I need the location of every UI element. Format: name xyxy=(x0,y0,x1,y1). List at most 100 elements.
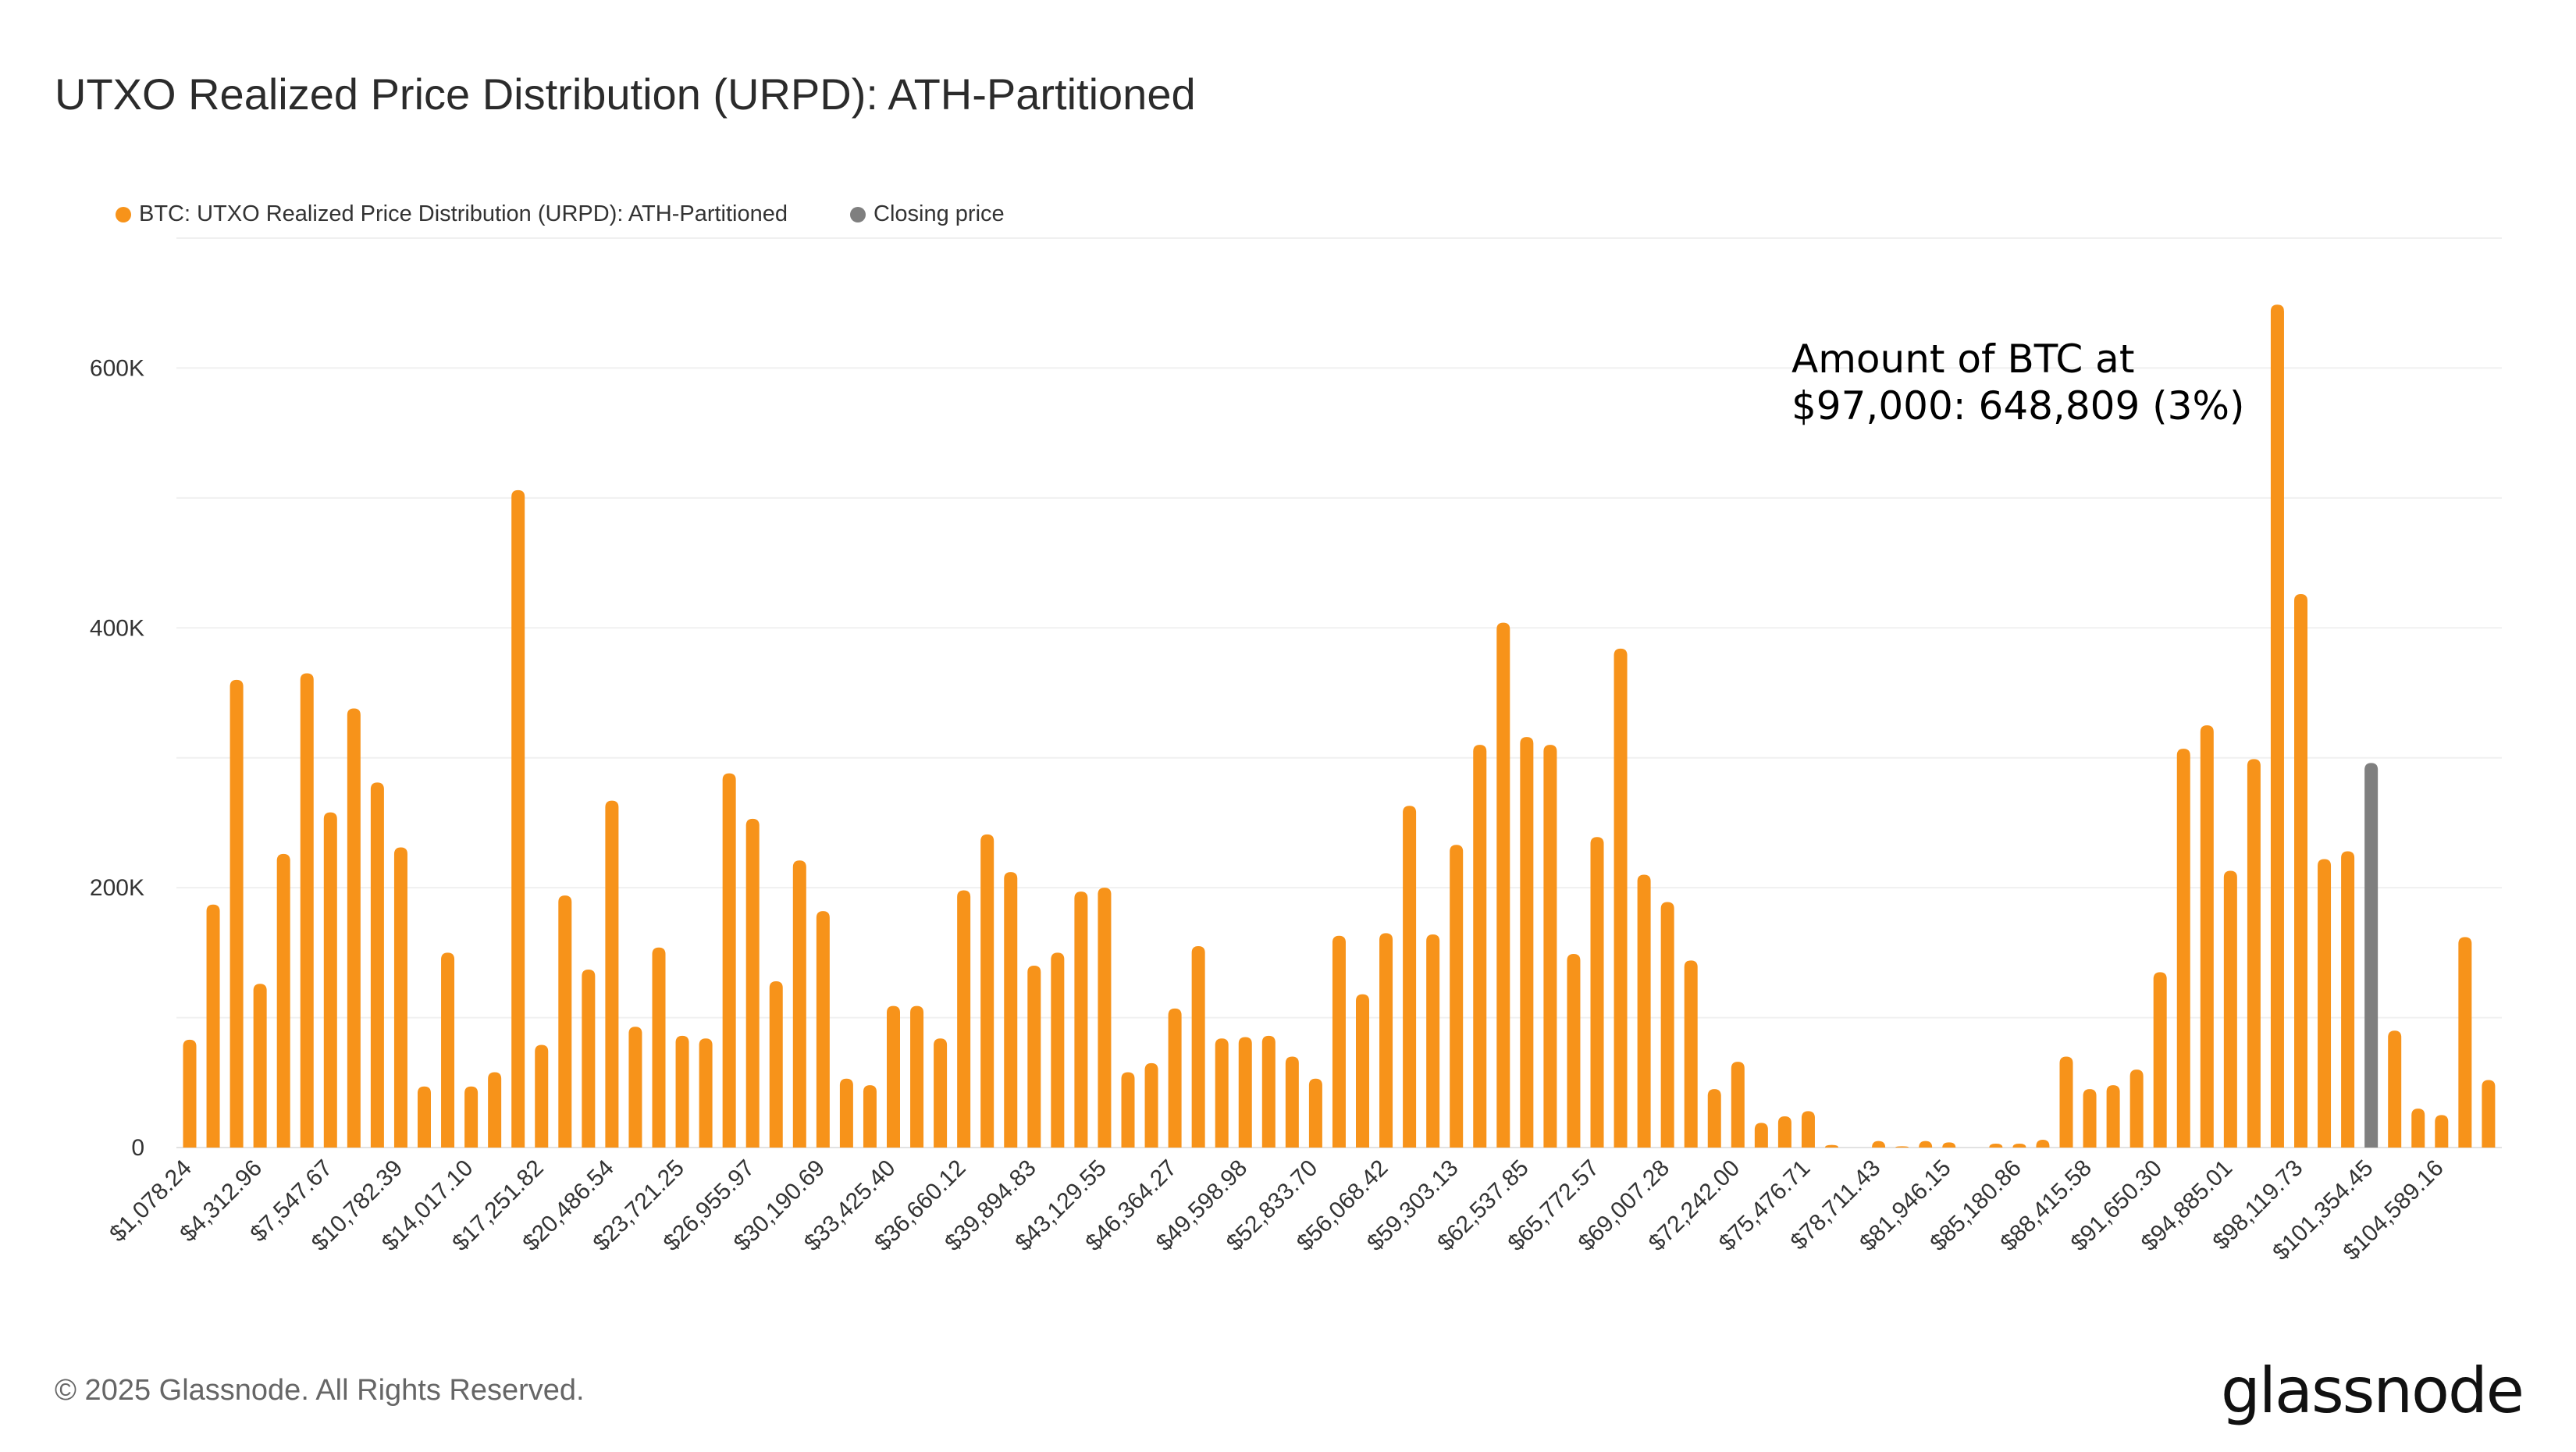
bar xyxy=(652,947,666,1148)
bar xyxy=(1238,1037,1252,1148)
bar xyxy=(675,1035,689,1148)
bar xyxy=(2036,1140,2050,1148)
annotation-line-1: Amount of BTC at xyxy=(1791,336,2135,382)
bar xyxy=(1520,737,1534,1148)
bar xyxy=(464,1086,479,1148)
bar xyxy=(1098,888,1112,1148)
bar xyxy=(2012,1144,2026,1148)
bar xyxy=(816,911,830,1148)
bar xyxy=(1473,745,1487,1148)
bar xyxy=(887,1005,900,1148)
bar xyxy=(769,980,783,1148)
bar xyxy=(1379,933,1393,1148)
bar xyxy=(1614,648,1628,1148)
bar xyxy=(558,895,572,1148)
legend: BTC: UTXO Realized Price Distribution (U… xyxy=(116,201,1005,227)
bar xyxy=(1731,1062,1745,1148)
bar xyxy=(582,969,596,1148)
bar xyxy=(2247,759,2261,1148)
legend-item-closing-price[interactable]: Closing price xyxy=(850,201,1005,227)
legend-dot-orange xyxy=(116,206,131,222)
bar xyxy=(2435,1115,2449,1148)
bar xyxy=(2458,937,2472,1148)
bar xyxy=(276,853,290,1148)
bar xyxy=(2270,304,2284,1148)
bar xyxy=(1308,1078,1322,1148)
bar xyxy=(910,1005,924,1148)
bar xyxy=(1590,837,1604,1148)
bar xyxy=(722,773,736,1148)
bar xyxy=(1168,1008,1182,1148)
bar xyxy=(699,1038,713,1148)
y-tick-label: 600K xyxy=(90,355,144,381)
bar xyxy=(2129,1069,2144,1148)
bar xyxy=(1004,872,1018,1148)
bar xyxy=(370,782,384,1148)
bar xyxy=(1684,960,1698,1148)
bar xyxy=(1919,1141,1933,1148)
bar xyxy=(1450,845,1464,1148)
bar xyxy=(792,860,806,1148)
bar xyxy=(1027,966,1041,1148)
bar xyxy=(628,1027,642,1148)
bar xyxy=(2388,1030,2402,1148)
bar xyxy=(1356,994,1369,1148)
bar xyxy=(1825,1144,1838,1148)
bar xyxy=(183,1039,197,1148)
bar xyxy=(535,1045,549,1148)
bar xyxy=(1403,806,1417,1148)
closing-price-bar xyxy=(2364,763,2379,1148)
bar xyxy=(839,1078,853,1148)
bar xyxy=(745,818,760,1148)
bar xyxy=(1872,1141,1886,1148)
annotation: Amount of BTC at $97,000: 648,809 (3%) xyxy=(1791,336,2245,429)
bar xyxy=(347,708,361,1148)
bar xyxy=(957,890,971,1148)
bar xyxy=(1496,622,1510,1148)
bar xyxy=(1332,935,1346,1148)
bar xyxy=(441,952,455,1148)
bar xyxy=(934,1038,948,1148)
chart-title: UTXO Realized Price Distribution (URPD):… xyxy=(55,69,1196,119)
bar xyxy=(2059,1056,2073,1148)
legend-label: BTC: UTXO Realized Price Distribution (U… xyxy=(139,201,788,226)
bar xyxy=(1215,1038,1229,1148)
bar xyxy=(1121,1072,1135,1148)
bar xyxy=(323,812,337,1148)
bar xyxy=(2106,1085,2120,1148)
bar xyxy=(2482,1080,2496,1148)
bar xyxy=(1567,954,1581,1148)
bar xyxy=(1660,902,1674,1148)
bar xyxy=(1801,1111,1815,1148)
bar xyxy=(1074,891,1088,1148)
bar xyxy=(1144,1062,1158,1148)
annotation-line-2: $97,000: 648,809 (3%) xyxy=(1791,383,2245,429)
bar xyxy=(2341,851,2355,1148)
bar xyxy=(2318,859,2332,1148)
bar xyxy=(418,1086,431,1148)
bar xyxy=(863,1085,877,1148)
bar xyxy=(1261,1035,1276,1148)
bar xyxy=(2223,870,2237,1148)
y-tick-label: 400K xyxy=(90,615,144,641)
bar xyxy=(1777,1116,1791,1148)
bar xyxy=(1191,946,1205,1148)
bar xyxy=(1754,1123,1768,1148)
legend-dot-grey xyxy=(850,206,866,222)
legend-label: Closing price xyxy=(873,201,1005,226)
y-tick-label: 0 xyxy=(131,1135,144,1161)
bar xyxy=(1989,1144,2003,1148)
bar xyxy=(511,489,525,1148)
bar xyxy=(488,1072,502,1148)
bar xyxy=(300,673,314,1148)
bar xyxy=(1051,952,1065,1148)
bar xyxy=(1942,1142,1956,1148)
bar xyxy=(2083,1089,2097,1148)
bar xyxy=(2411,1109,2425,1148)
legend-item-urpd[interactable]: BTC: UTXO Realized Price Distribution (U… xyxy=(116,201,788,227)
bar xyxy=(1543,745,1557,1148)
bar xyxy=(2153,972,2167,1148)
glassnode-logo: glassnode xyxy=(2220,1354,2524,1427)
bar xyxy=(206,904,220,1148)
